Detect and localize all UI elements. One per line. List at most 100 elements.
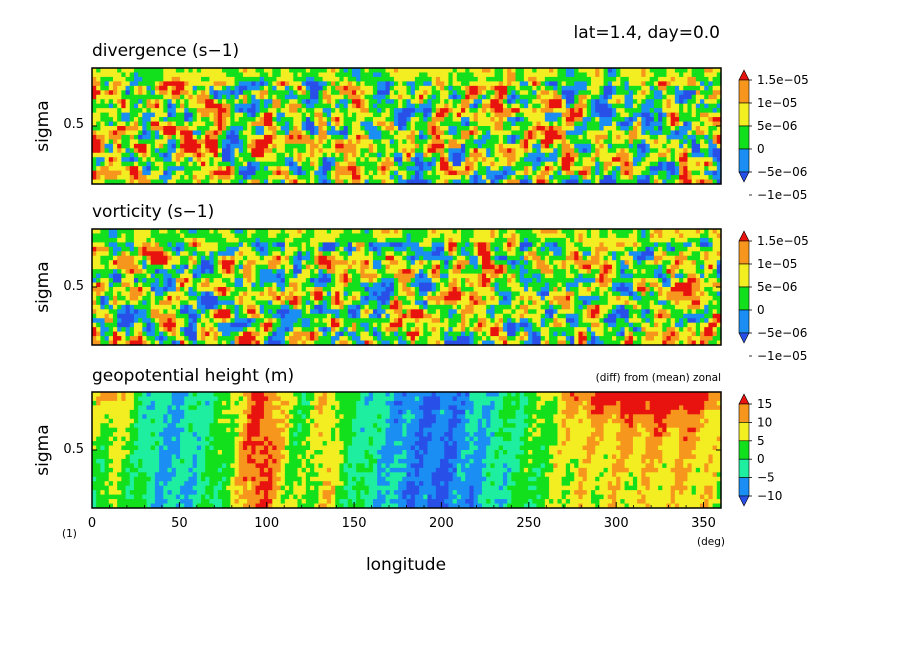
field-cell [406,117,412,123]
field-cell [674,126,680,131]
field-cell [188,152,194,158]
field-cell [226,251,231,257]
field-cell [121,126,127,131]
field-cell [544,152,550,158]
field-cell [540,99,546,105]
field-cell [230,161,236,167]
field-cell [586,130,592,136]
field-cell [205,99,210,105]
field-cell [171,103,177,109]
field-cell [427,251,433,257]
field-cell [645,108,651,114]
field-cell [666,81,672,87]
field-cell [196,108,202,114]
field-cell [691,94,697,100]
field-cell [595,130,600,136]
field-cell [557,90,563,96]
field-cell [586,237,592,243]
field-cell [347,161,353,167]
field-cell [251,81,257,87]
field-cell [180,139,185,145]
field-cell [419,229,424,234]
field-cell [658,251,663,257]
field-cell [683,130,688,136]
field-cell [226,76,231,82]
field-cell [653,76,659,82]
field-cell [641,170,647,176]
field-cell [389,72,395,78]
field-cell [154,94,160,100]
field-cell [637,175,642,181]
field-cell [104,90,110,96]
field-cell [553,148,558,154]
field-cell [683,112,688,118]
field-cell [368,170,374,176]
field-cell [318,108,324,114]
field-cell [557,170,563,176]
field-cell [708,179,714,185]
field-cell [230,229,236,234]
field-cell [133,229,139,234]
field-cell [427,148,433,154]
field-cell [670,94,676,100]
field-cell [402,143,407,149]
field-cell [305,99,311,105]
field-cell [448,103,454,109]
field-cell [159,117,164,123]
field-cell [708,112,714,118]
field-cell [335,161,340,167]
field-cell [175,72,181,78]
field-cell [263,103,269,109]
field-cell [142,246,148,252]
field-cell [221,94,227,100]
field-cell [343,166,349,172]
field-cell [419,85,424,91]
field-cell [632,175,638,181]
field-cell [322,170,328,176]
field-cell [180,148,185,154]
field-cell [435,134,441,140]
field-cell [561,152,567,158]
field-cell [263,134,269,140]
field-cell [196,134,202,140]
field-cell [435,76,441,82]
field-cell [238,179,244,185]
field-cell [611,108,617,114]
field-cell [691,134,697,140]
field-cell [616,170,621,176]
field-cell [133,103,139,109]
field-cell [121,251,127,257]
field-cell [674,68,680,73]
field-cell [607,139,613,145]
field-cell [284,112,290,118]
field-cell [502,161,508,167]
field-cell [284,152,290,158]
field-cell [322,229,328,234]
field-cell [574,117,579,123]
field-cell [691,242,697,248]
field-cell [444,157,449,163]
field-cell [331,242,336,248]
field-cell [469,99,475,105]
field-cell [574,103,579,109]
field-cell [368,166,374,172]
field-cell [234,85,240,91]
field-cell [523,94,529,100]
field-cell [96,233,101,239]
field-cell [565,112,571,118]
field-cell [515,72,521,78]
field-cell [301,175,307,181]
field-cell [171,117,177,123]
field-cell [565,179,571,185]
field-cell [402,81,407,87]
field-cell [700,85,705,91]
field-cell [645,68,651,73]
field-cell [670,179,676,185]
field-cell [431,99,437,105]
field-cell [163,108,168,114]
field-cell [419,130,424,136]
field-cell [385,99,391,105]
field-cell [452,108,458,114]
field-cell [448,148,454,154]
field-cell [528,94,533,100]
